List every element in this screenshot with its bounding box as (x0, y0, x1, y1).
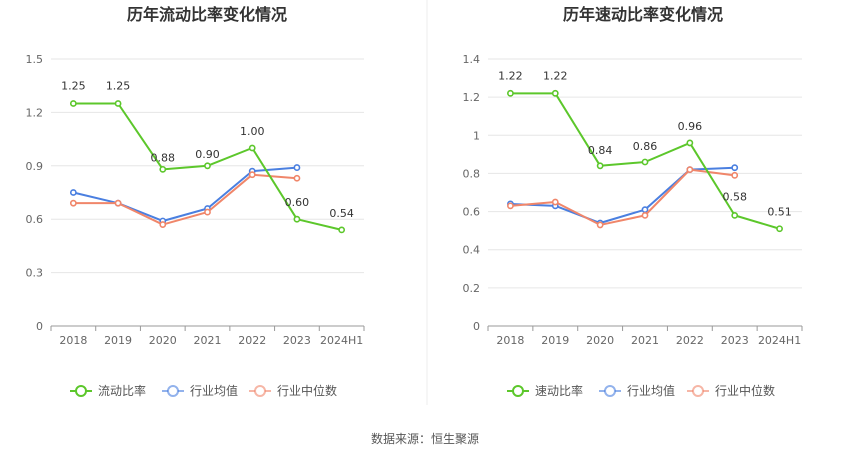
data-point (204, 162, 211, 170)
legend-marker (692, 385, 704, 397)
series-line (73, 173, 298, 226)
x-tick-label: 2020 (586, 334, 614, 347)
quick-ratio-chart: 历年速动比率变化情况 0 0.2 0.4 0.6 0.8 1 1.2 1.4 2018 2019 2… (463, 5, 803, 398)
data-label: 1.25 (106, 80, 131, 93)
data-point (69, 189, 77, 196)
series-line (510, 166, 735, 225)
x-tick-label: 2023 (721, 334, 749, 347)
y-tick-label: 0.6 (26, 213, 44, 226)
data-point (293, 164, 301, 171)
legend-label: 行业中位数 (277, 383, 337, 398)
legend-label: 流动比率 (98, 383, 146, 398)
legend-marker (167, 385, 179, 397)
legend-marker (604, 385, 616, 397)
data-label: 1.25 (61, 80, 86, 93)
series-line (73, 166, 298, 222)
y-tick-label: 1.5 (26, 53, 44, 66)
data-point (69, 100, 77, 107)
chart-title: 历年流动比率变化情况 (127, 5, 287, 24)
x-tick-label: 2024H1 (758, 334, 801, 347)
data-point (551, 198, 559, 206)
data-point (114, 199, 122, 207)
data-point (248, 171, 256, 179)
y-tick-label: 1.4 (463, 53, 481, 66)
x-tick-label: 2018 (59, 334, 87, 347)
y-tick-label: 0.2 (463, 282, 481, 295)
data-label: 0.51 (767, 206, 792, 219)
data-point (641, 211, 649, 219)
data-point (338, 226, 346, 234)
y-tick-label: 0.3 (26, 267, 44, 280)
x-tick-label: 2019 (541, 334, 569, 347)
data-label: 0.54 (329, 207, 354, 220)
x-tick-label: 2018 (496, 334, 524, 347)
y-tick-label: 0.9 (26, 160, 44, 173)
legend-label: 行业中位数 (715, 383, 775, 398)
data-label: 0.60 (285, 196, 310, 209)
data-point (114, 100, 122, 107)
y-tick-label: 1.2 (463, 91, 481, 104)
series-line (510, 168, 735, 226)
data-point (159, 221, 167, 228)
y-tick-label: 0.4 (463, 244, 481, 257)
data-point (776, 225, 783, 233)
data-label: 1.22 (498, 69, 523, 82)
data-point (731, 211, 739, 219)
data-source-note: 数据来源：恒生聚源 (371, 431, 479, 446)
data-point (686, 139, 694, 147)
x-tick-label: 2021 (194, 334, 222, 347)
x-tick-label: 2020 (149, 334, 177, 347)
y-tick-label: 0 (473, 320, 480, 333)
y-tick-label: 0.6 (463, 206, 481, 219)
current-ratio-chart: 历年流动比率变化情况 0 0.3 0.6 0.9 1.2 1.5 2018 2019 2020 2… (26, 5, 365, 398)
legend-marker (254, 385, 266, 397)
data-label: 0.86 (633, 140, 658, 153)
legend-label: 行业均值 (627, 383, 675, 398)
x-tick-label: 2023 (283, 334, 311, 347)
data-point (731, 171, 739, 179)
y-tick-label: 0 (36, 320, 43, 333)
y-tick-label: 1.2 (26, 106, 44, 119)
data-point (69, 199, 77, 207)
data-point (293, 174, 301, 182)
data-label: 0.90 (195, 148, 220, 161)
legend-label: 行业均值 (190, 383, 238, 398)
data-label: 1.00 (240, 125, 265, 138)
data-point (159, 165, 167, 173)
chart-title: 历年速动比率变化情况 (563, 5, 723, 24)
data-point (641, 206, 649, 214)
y-tick-label: 0.8 (463, 167, 481, 180)
data-point (507, 89, 514, 97)
data-point (551, 89, 559, 97)
data-point (507, 202, 514, 210)
data-label: 1.22 (543, 69, 568, 82)
data-point (641, 158, 649, 166)
data-point (204, 208, 211, 216)
legend-label: 速动比率 (535, 383, 583, 398)
data-point (248, 144, 256, 152)
x-tick-label: 2022 (238, 334, 266, 347)
x-tick-label: 2022 (676, 334, 704, 347)
data-label: 0.88 (151, 151, 176, 164)
x-tick-label: 2021 (631, 334, 659, 347)
data-point (686, 166, 694, 174)
data-point (293, 215, 301, 223)
x-tick-label: 2024H1 (320, 334, 363, 347)
data-label: 0.58 (722, 190, 747, 203)
x-tick-label: 2019 (104, 334, 132, 347)
data-point (731, 164, 739, 172)
data-point (596, 162, 604, 170)
data-label: 0.96 (678, 120, 703, 133)
legend-marker (75, 385, 87, 397)
data-point (596, 221, 604, 229)
y-tick-label: 1 (473, 129, 480, 142)
data-label: 0.84 (588, 144, 613, 157)
legend-marker (512, 385, 524, 397)
